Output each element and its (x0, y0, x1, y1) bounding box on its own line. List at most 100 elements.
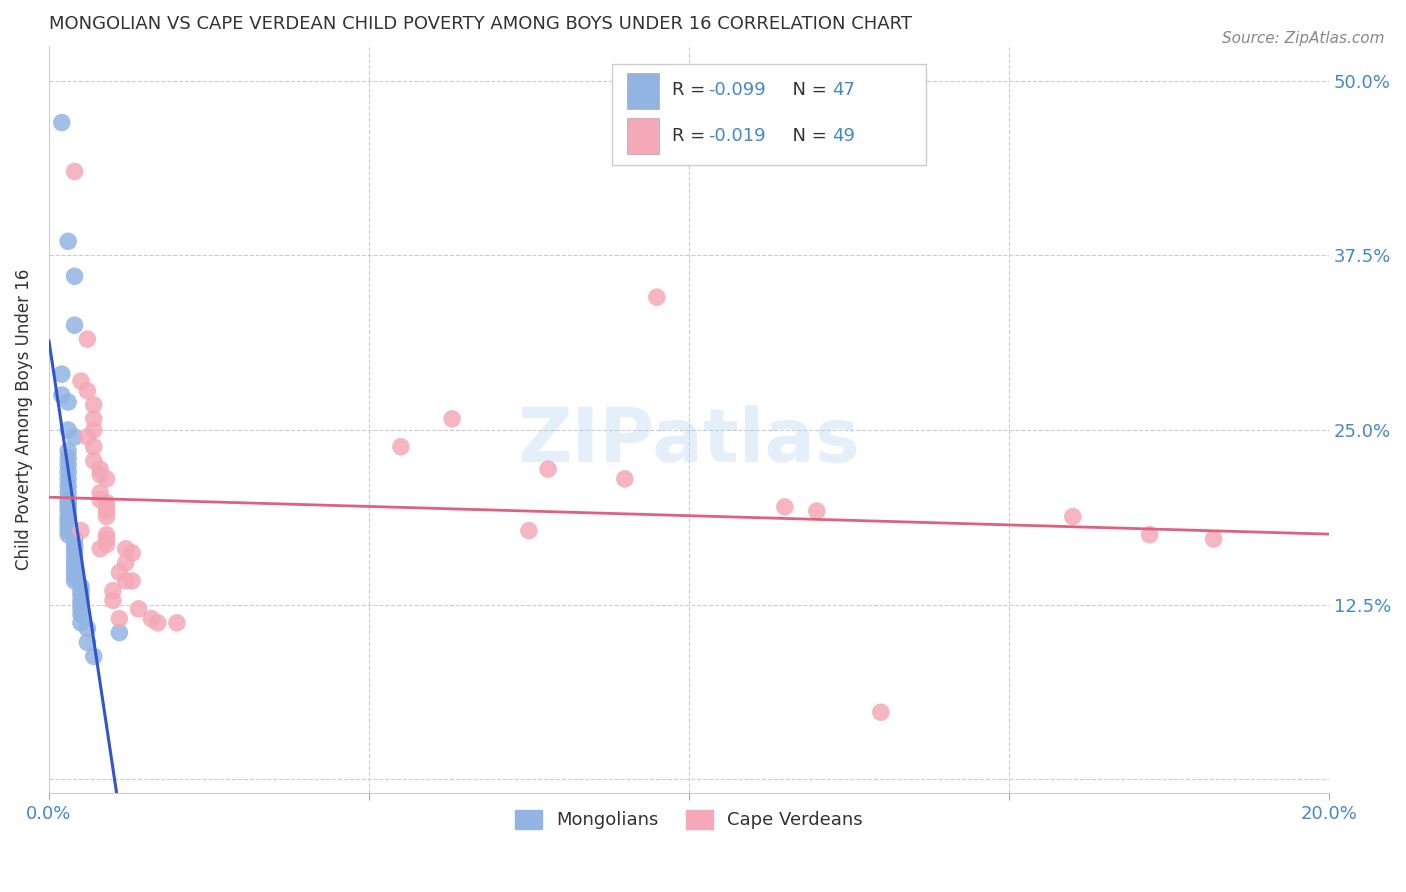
Point (96, 496, 118, 510)
Point (166, 615, 188, 630)
Point (141, 612, 163, 626)
Point (63, 570, 86, 584)
Point (56, 465, 79, 479)
Point (101, 593, 124, 607)
Text: -0.019: -0.019 (709, 128, 766, 145)
Point (83, 649, 105, 664)
Point (63, 574, 86, 588)
Point (56, 500, 79, 514)
Text: N =: N = (780, 128, 832, 145)
Point (63, 541, 86, 556)
Point (63, 566, 86, 580)
Text: MONGOLIAN VS CAPE VERDEAN CHILD POVERTY AMONG BOYS UNDER 16 CORRELATION CHART: MONGOLIAN VS CAPE VERDEAN CHILD POVERTY … (49, 15, 912, 33)
Point (114, 574, 136, 588)
Point (128, 602, 150, 616)
Point (70, 593, 93, 607)
Point (89, 486, 111, 500)
Legend: Mongolians, Cape Verdeans: Mongolians, Cape Verdeans (508, 803, 870, 837)
Bar (627, 73, 659, 109)
Point (56, 504, 79, 518)
Point (89, 541, 111, 556)
Point (108, 612, 131, 626)
Point (389, 440, 412, 454)
Point (869, 706, 891, 720)
Point (63, 532, 86, 546)
Point (96, 532, 118, 546)
Point (63, 538, 86, 552)
Point (1139, 528, 1161, 542)
Text: R =: R = (672, 128, 711, 145)
Text: 49: 49 (832, 128, 855, 145)
Point (96, 509, 118, 524)
Bar (627, 119, 659, 154)
Point (70, 580, 93, 594)
Text: R =: R = (672, 81, 711, 99)
Point (70, 588, 93, 602)
Point (56, 423, 79, 437)
Point (806, 504, 828, 518)
Point (63, 318, 86, 333)
Point (63, 556, 86, 570)
Point (56, 450, 79, 465)
Point (56, 509, 79, 524)
Point (70, 598, 93, 612)
Point (70, 524, 93, 538)
Point (63, 430, 86, 444)
Point (70, 602, 93, 616)
Point (51, 367, 73, 381)
Point (537, 462, 560, 476)
Point (76, 622, 98, 636)
Point (83, 412, 105, 426)
Text: Source: ZipAtlas.com: Source: ZipAtlas.com (1222, 31, 1385, 46)
Point (96, 504, 118, 518)
Point (56, 496, 79, 510)
Point (83, 398, 105, 412)
Point (108, 625, 131, 640)
Point (56, 472, 79, 486)
Point (56, 458, 79, 472)
FancyBboxPatch shape (612, 64, 925, 165)
Point (70, 583, 93, 598)
Point (613, 472, 636, 486)
Point (76, 332, 98, 346)
Point (51, 388, 73, 402)
Point (56, 514, 79, 528)
Y-axis label: Child Poverty Among Boys Under 16: Child Poverty Among Boys Under 16 (15, 268, 32, 570)
Point (96, 538, 118, 552)
Point (56, 492, 79, 507)
Point (89, 467, 111, 482)
Point (63, 546, 86, 560)
Point (70, 615, 93, 630)
Point (76, 384, 98, 398)
Point (114, 556, 136, 570)
Point (517, 524, 540, 538)
Point (56, 395, 79, 409)
Point (56, 486, 79, 500)
Point (76, 635, 98, 649)
Point (56, 524, 79, 538)
Point (96, 500, 118, 514)
Point (70, 607, 93, 622)
Point (56, 235, 79, 249)
Point (56, 518, 79, 533)
Point (56, 528, 79, 542)
Point (70, 374, 93, 388)
Point (56, 479, 79, 493)
Point (63, 551, 86, 566)
Point (83, 423, 105, 437)
Point (51, 115, 73, 129)
Point (441, 412, 464, 426)
Text: -0.099: -0.099 (709, 81, 766, 99)
Point (121, 574, 143, 588)
Point (63, 560, 86, 574)
Point (63, 269, 86, 284)
Text: ZIPatlas: ZIPatlas (517, 406, 860, 478)
Point (83, 440, 105, 454)
Text: 47: 47 (832, 81, 855, 99)
Point (96, 472, 118, 486)
Point (56, 444, 79, 458)
Point (76, 430, 98, 444)
Point (108, 566, 131, 580)
Point (146, 615, 169, 630)
Point (89, 462, 111, 476)
